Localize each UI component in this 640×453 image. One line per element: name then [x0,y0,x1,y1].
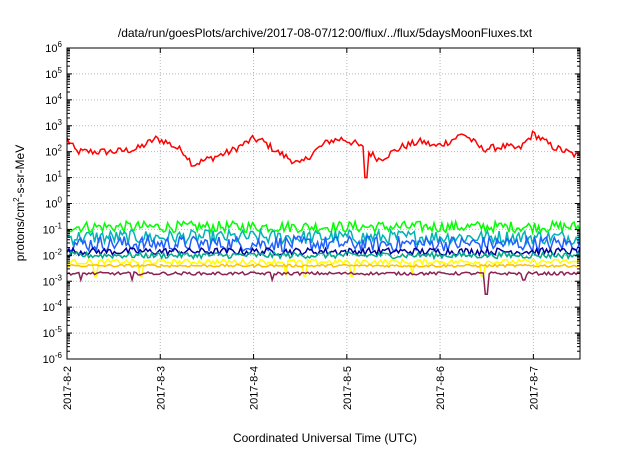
y-tick-label: 10-3 [43,273,63,288]
y-tick-label: 100 [45,196,62,211]
y-tick-label: 10-2 [43,247,63,262]
series-line-7 [66,257,581,277]
chart-title: /data/run/goesPlots/archive/2017-08-07/1… [118,26,533,40]
series-line-2 [66,218,581,236]
plot-frame [66,47,581,360]
x-tick-label: 2017-8-5 [342,366,354,410]
y-tick-label: 105 [45,66,62,81]
y-tick-label: 103 [45,118,62,133]
y-tick-label: 10-1 [43,221,63,236]
x-tick-label: 2017-8-2 [62,366,74,410]
x-tick-label: 2017-8-6 [435,366,447,410]
y-tick-label: 101 [45,170,62,185]
y-axis-label-sup: 2 [12,197,21,202]
series-line-9 [66,270,581,295]
series-line-6 [66,250,581,261]
series-line-8 [66,263,581,269]
series-line-1 [66,130,581,179]
y-axis-label-suffix: -s-sr-MeV [13,145,27,198]
x-axis-label: Coordinated Universal Time (UTC) [233,431,417,445]
y-tick-label: 106 [45,40,62,55]
y-tick-label: 104 [45,92,62,107]
y-tick-label: 10-6 [43,351,63,366]
y-tick-label: 10-5 [43,325,63,340]
x-tick-label: 2017-8-7 [528,366,540,410]
tick-layer: 10-6 10-5 10-4 10-3 10-2 10-1 100 101 102 103 104 1… [43,40,580,410]
y-tick-label: 102 [45,144,62,159]
series-line-4 [66,233,581,254]
x-tick-label: 2017-8-4 [249,366,261,410]
y-axis-label: protons/cm2-s-sr-MeV [12,145,27,261]
grid-layer [66,47,580,360]
y-tick-label: 10-4 [43,299,63,314]
y-axis-label-prefix: protons/cm [13,202,27,261]
series-line-3 [66,227,581,248]
series-layer [66,130,581,295]
x-tick-label: 2017-8-3 [155,366,167,410]
